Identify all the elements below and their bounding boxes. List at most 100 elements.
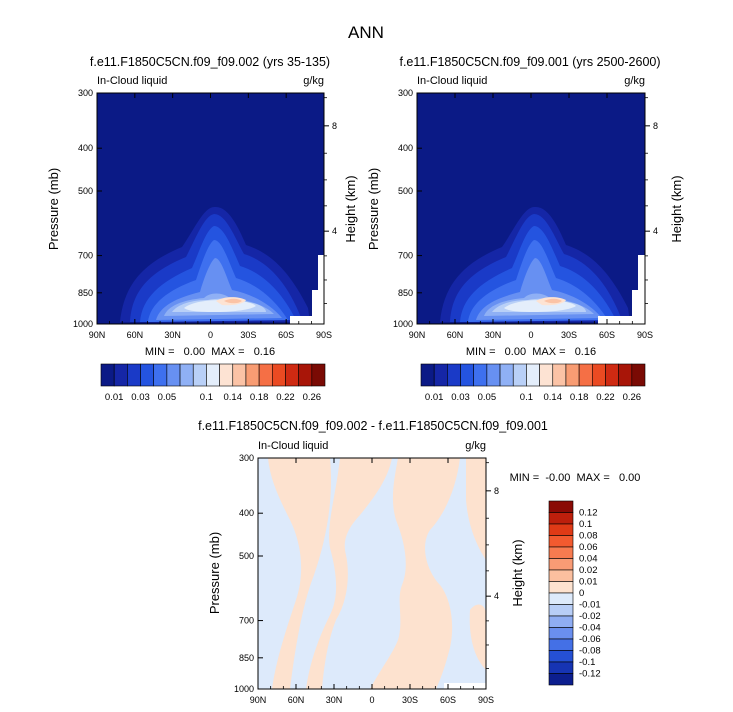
x-tick-label: 60N	[127, 330, 144, 340]
colorbar-box	[258, 363, 273, 387]
y2-tick-label: 4	[494, 591, 499, 601]
x-tick-label: 90N	[89, 330, 106, 340]
x-tick-label: 30S	[561, 330, 577, 340]
panel-1-x-axis: 90N 60N 30N 0 30S 60S 90S	[409, 93, 653, 340]
y2-tick-label: 8	[653, 121, 658, 131]
x-tick-label: 30N	[326, 695, 343, 705]
colorbar-box	[100, 363, 115, 387]
colorbar-label: 0.03	[451, 392, 470, 403]
colorbar-box	[206, 363, 220, 387]
colorbar-box	[526, 363, 540, 387]
colorbar-box	[548, 569, 574, 582]
panel-2-x-axis: 90N 60N 30N 0 30S 60S 90S	[250, 458, 494, 705]
x-tick-label: 60S	[278, 330, 294, 340]
panel-2-colorbar: 0.120.10.080.060.040.020.010-0.01-0.02-0…	[548, 500, 601, 686]
panel-1-title: f.e11.F1850C5CN.f09_f09.001 (yrs 2500-26…	[399, 55, 660, 69]
panel-0-y-axis: 300 400 500 700 850 1000	[73, 88, 102, 329]
y-tick-label: 850	[78, 288, 93, 298]
y2-tick-label: 4	[653, 226, 658, 236]
colorbar-box	[548, 523, 574, 536]
colorbar-box	[548, 627, 574, 640]
colorbar-box	[618, 363, 633, 387]
colorbar-label: 0.26	[303, 392, 322, 403]
x-tick-label: 90S	[478, 695, 494, 705]
panel-2-stats: MIN = -0.00 MAX = 0.00	[510, 472, 641, 484]
colorbar-box	[565, 363, 580, 387]
y-tick-label: 850	[398, 288, 413, 298]
colorbar-box	[113, 363, 128, 387]
y-tick-label: 400	[239, 508, 254, 518]
colorbar-label: -0.04	[579, 623, 601, 634]
panel-1-y2label: Height (km)	[669, 175, 684, 242]
colorbar-box	[578, 363, 593, 387]
x-tick-label: 0	[369, 695, 374, 705]
colorbar-box	[548, 650, 574, 663]
colorbar-box	[548, 558, 574, 571]
y-tick-label: 400	[398, 143, 413, 153]
colorbar-box	[548, 638, 574, 651]
panel-0-contour-field	[97, 93, 324, 324]
panel-2-y2-axis: 48	[486, 462, 499, 669]
panel-1-contour-field	[417, 93, 645, 324]
x-tick-label: 60N	[447, 330, 464, 340]
panel-2-right-string: g/kg	[465, 440, 486, 452]
colorbar-box	[548, 604, 574, 617]
colorbar-box	[433, 363, 448, 387]
panel-1-right-string: g/kg	[624, 75, 645, 87]
colorbar-label: 0.01	[105, 392, 124, 403]
y-tick-label: 700	[78, 251, 93, 261]
colorbar-label: 0.1	[520, 392, 533, 403]
colorbar-box	[539, 363, 554, 387]
panel-0-ylabel: Pressure (mb)	[46, 168, 61, 250]
y2-tick-label: 8	[332, 121, 337, 131]
colorbar-box	[605, 363, 619, 387]
panel-2-left-string: In-Cloud liquid	[258, 440, 328, 452]
panel-2-ylabel: Pressure (mb)	[207, 532, 222, 614]
colorbar-label: 0.26	[623, 392, 642, 403]
x-tick-label: 0	[528, 330, 533, 340]
panel-1: f.e11.F1850C5CN.f09_f09.001 (yrs 2500-26…	[366, 55, 684, 403]
colorbar-box	[486, 363, 501, 387]
panel-2-y-axis: 300 400 500 700 850 1000	[234, 453, 263, 694]
panel-1-stats: MIN = 0.00 MAX = 0.16	[466, 346, 596, 358]
y2-tick-label: 4	[332, 226, 337, 236]
x-tick-label: 90S	[316, 330, 332, 340]
panel-0-right-string: g/kg	[303, 75, 324, 87]
y-tick-label: 500	[398, 186, 413, 196]
colorbar-box	[232, 363, 247, 387]
y-tick-label: 1000	[73, 319, 93, 329]
panel-1-y2-axis: 48	[645, 97, 658, 304]
colorbar-label: 0.05	[478, 392, 497, 403]
colorbar-box	[591, 363, 606, 387]
colorbar-label: 0.01	[579, 577, 598, 588]
panel-0-left-string: In-Cloud liquid	[97, 75, 167, 87]
colorbar-box	[311, 363, 326, 387]
colorbar-box	[420, 363, 435, 387]
x-tick-label: 30S	[240, 330, 256, 340]
colorbar-box	[548, 673, 574, 686]
y-tick-label: 300	[78, 88, 93, 98]
colorbar-box	[512, 363, 527, 387]
colorbar-label: 0.05	[158, 392, 177, 403]
colorbar-box	[552, 363, 567, 387]
x-tick-label: 90N	[250, 695, 267, 705]
panel-0-y2label: Height (km)	[343, 175, 358, 242]
panel-2-y2label: Height (km)	[510, 539, 525, 606]
colorbar-box	[548, 535, 574, 548]
colorbar-box	[548, 615, 574, 628]
colorbar-box	[631, 363, 646, 387]
panel-1-y-axis: 300 400 500 700 850 1000	[393, 88, 422, 329]
x-tick-label: 60S	[599, 330, 615, 340]
page-title: ANN	[348, 23, 384, 42]
panel-1-colorbar: 0.01 0.03 0.05 0.1 0.14 0.18 0.22 0.26	[420, 363, 646, 403]
x-tick-label: 60S	[440, 695, 456, 705]
panel-1-left-string: In-Cloud liquid	[417, 75, 487, 87]
colorbar-label: 0.01	[425, 392, 444, 403]
colorbar-box	[179, 363, 194, 387]
colorbar-box	[548, 500, 574, 513]
y-tick-label: 500	[239, 551, 254, 561]
colorbar-label: 0.08	[579, 531, 598, 542]
colorbar-box	[192, 363, 207, 387]
colorbar-label: 0.22	[596, 392, 615, 403]
colorbar-box	[548, 512, 574, 525]
